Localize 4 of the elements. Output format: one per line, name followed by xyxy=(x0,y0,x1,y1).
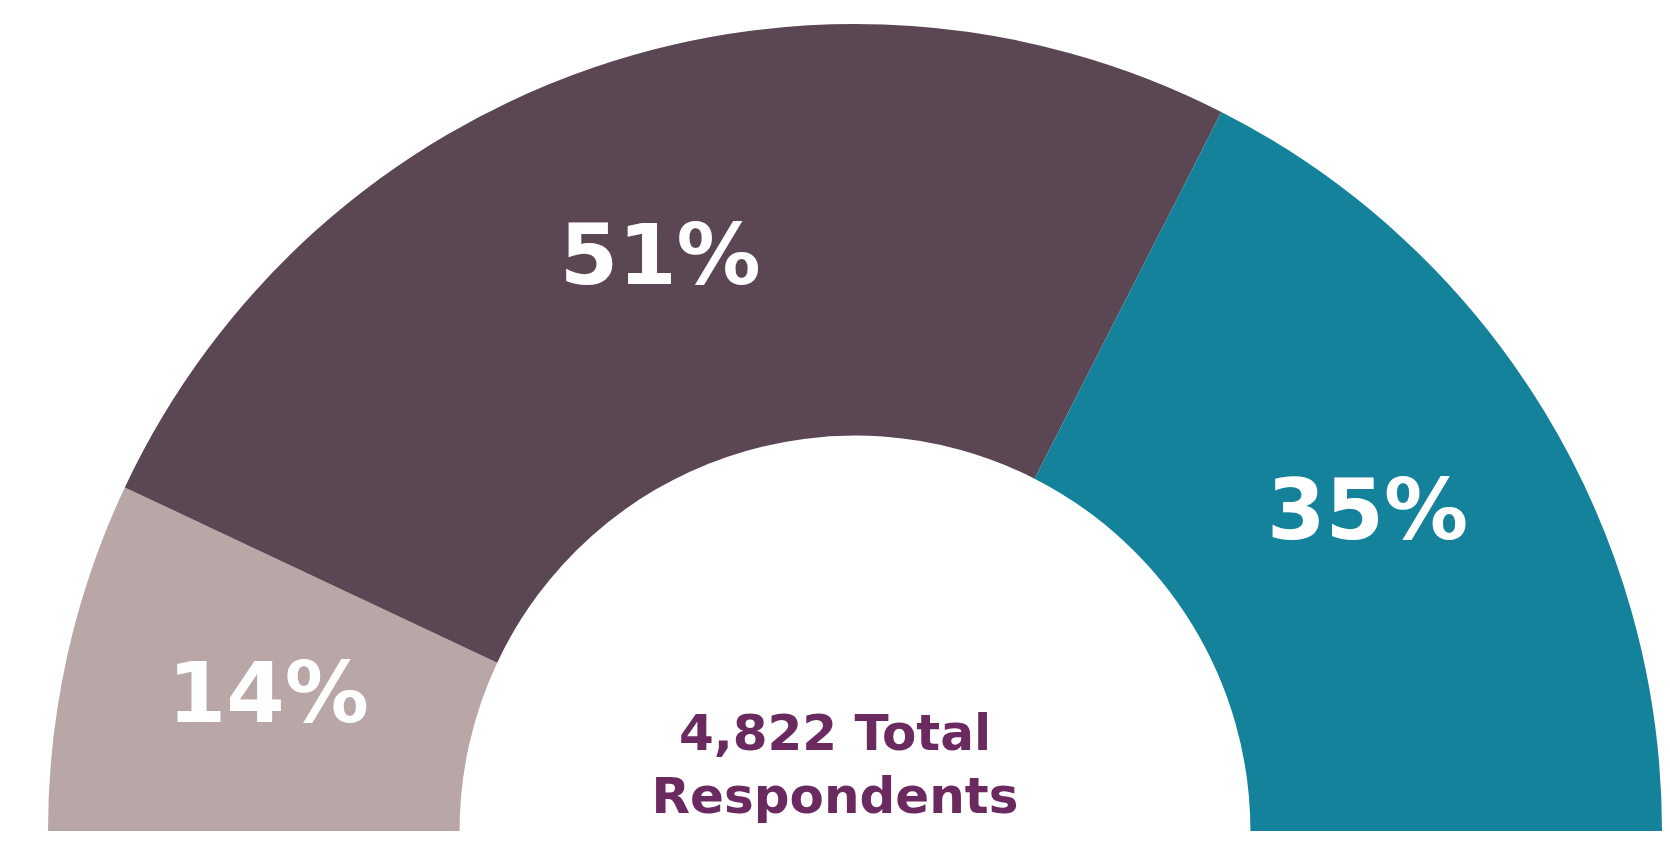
data-label: 35% xyxy=(1267,460,1469,559)
text: 4,822 Total Respondents xyxy=(651,703,1019,827)
data-label: 51% xyxy=(559,206,761,305)
data-label: 14% xyxy=(167,643,369,742)
